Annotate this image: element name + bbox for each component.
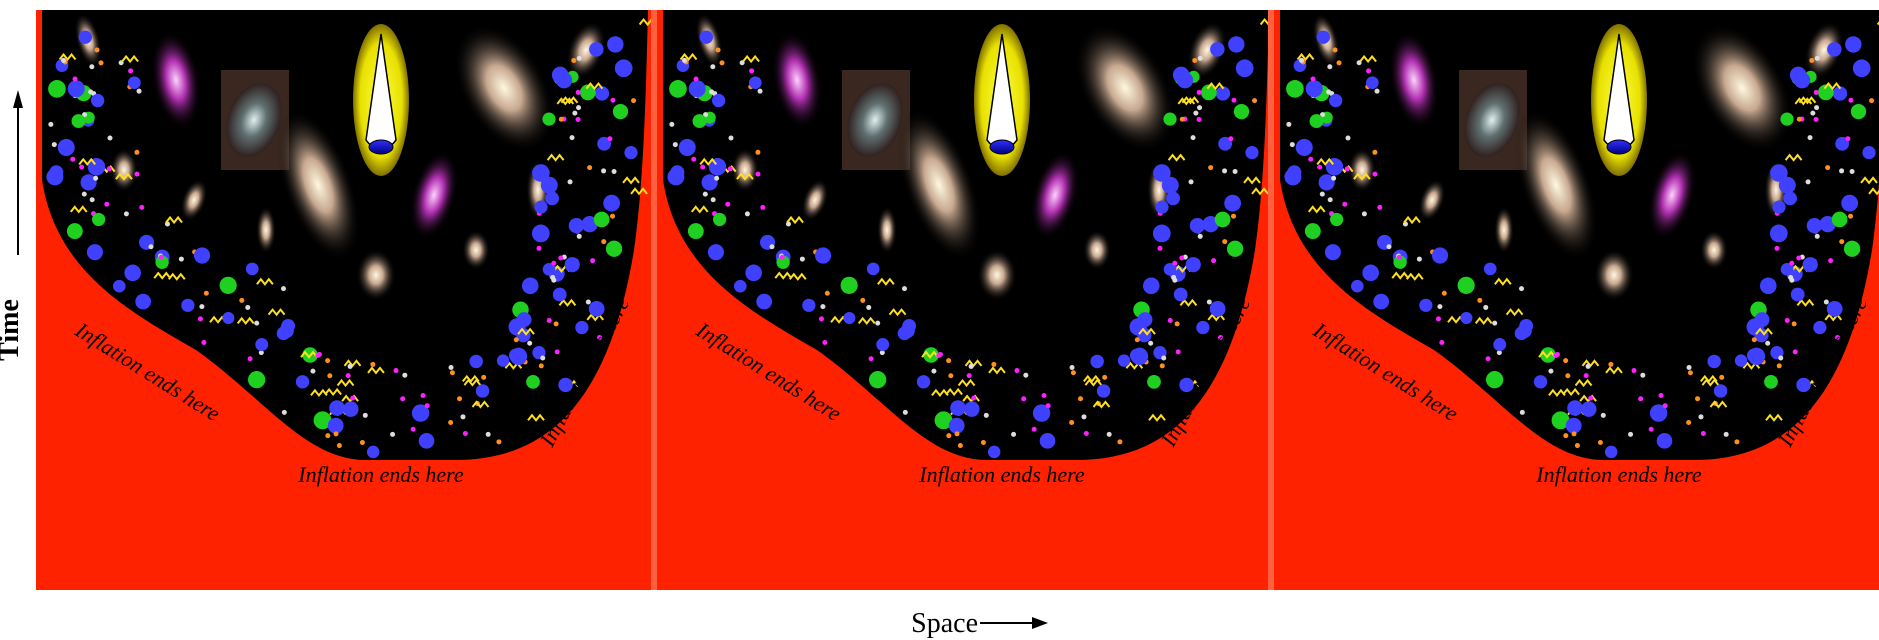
inflation-label: Inflation ends here — [918, 462, 1085, 487]
panel-divider — [651, 10, 657, 590]
panel-2 — [657, 6, 1277, 590]
y-axis-label: Time — [0, 299, 25, 361]
diagram: Inflation ends here Inflation ends here In… — [0, 0, 1879, 640]
panel-1 — [36, 6, 656, 590]
x-axis-label: Space — [911, 608, 978, 639]
inflation-label: Inflation ends here — [1535, 462, 1702, 487]
page: Inflation ends here Inflation ends here In… — [0, 0, 1879, 640]
panel-divider — [1268, 10, 1274, 590]
inflation-label: Inflation ends here — [297, 462, 464, 487]
panel-3 — [1274, 6, 1879, 590]
